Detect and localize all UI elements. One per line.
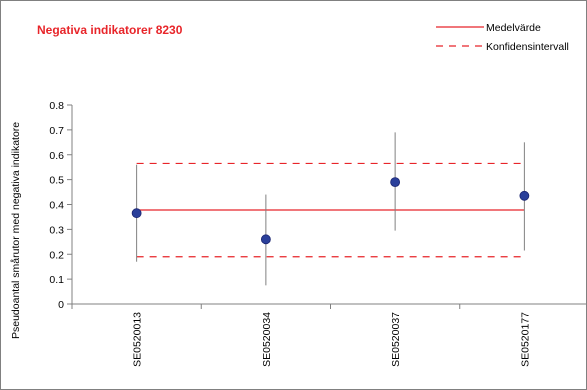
x-tick-label: SE0520177	[519, 312, 531, 367]
x-tick-label: SE0520013	[132, 312, 144, 367]
data-point	[131, 208, 142, 219]
y-tick-label: 0.4	[49, 200, 64, 212]
x-tick-label: SE0520034	[261, 312, 273, 367]
y-tick-label: 0.1	[49, 274, 64, 286]
legend: Medelvärde Konfidensintervall	[436, 22, 569, 53]
legend-label-konfidensintervall: Konfidensintervall	[486, 41, 569, 53]
data-point	[260, 234, 271, 245]
legend-label-medelvarde: Medelvärde	[486, 22, 541, 34]
x-tick-label: SE0520037	[390, 312, 402, 367]
y-tick-label: 0.3	[49, 224, 64, 236]
y-tick-label: 0.8	[49, 100, 64, 112]
y-tick-label: 0.5	[49, 175, 64, 187]
y-tick-label: 0.6	[49, 150, 64, 162]
data-point	[519, 190, 530, 201]
y-tick-label: 0	[58, 299, 64, 311]
chart-title: Negativa indikatorer 8230	[37, 23, 183, 37]
y-tick-label: 0.2	[49, 249, 64, 261]
plot-area: 0 0.1 0.2 0.3 0.4 0.5 0.6 0.7 0.8 SE0520013 SE0520…	[49, 100, 587, 367]
y-tick-label: 0.7	[49, 125, 64, 137]
data-point	[390, 177, 401, 188]
y-axis-label: Pseudoantal smårutor med negativa indika…	[10, 122, 22, 339]
